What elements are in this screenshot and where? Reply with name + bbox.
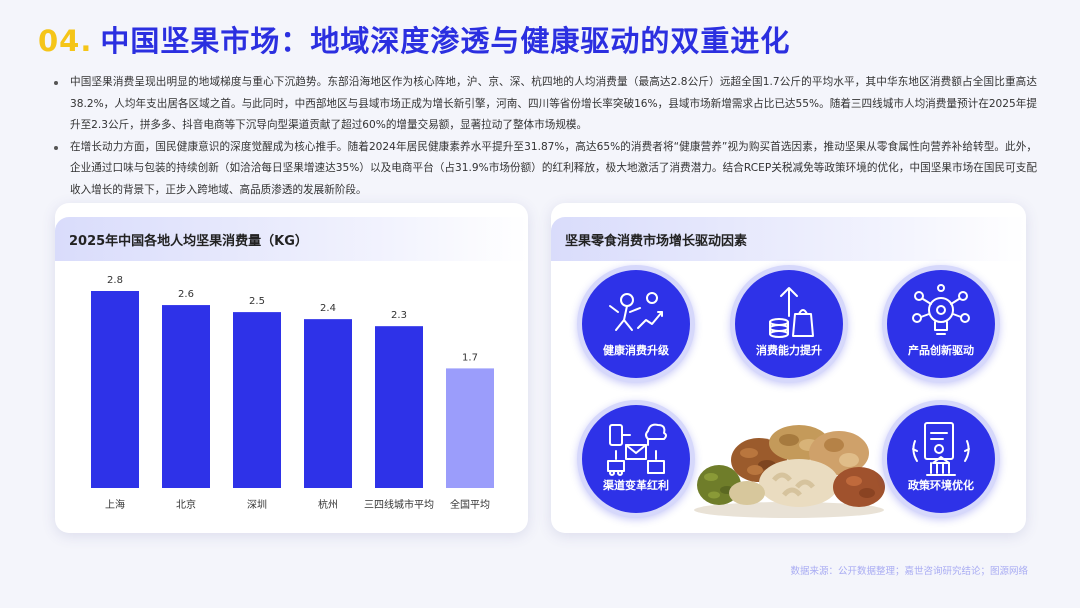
x-tick-label-3: 深圳	[247, 499, 267, 511]
bullet-paragraph-1: 中国坚果消费呈现出明显的地域梯度与重心下沉趋势。东部沿海地区作为核心阵地，沪、京…	[52, 72, 1037, 137]
bar-value-label-4: 2.4	[320, 303, 336, 314]
driver-channel-dividend: 渠道变革红利	[577, 400, 695, 518]
data-source-note: 数据来源：公开数据整理；嘉世咨询研究结论；图源网络	[790, 566, 1028, 577]
driver-label-2: 消费能力提升	[756, 344, 822, 357]
consumption-chart-card: 2025年中国各地人均坚果消费量（KG） 2.8 上海 2.6 北京 2.5 深圳 2.4 杭…	[55, 203, 528, 533]
coins-rising-icon	[769, 287, 814, 338]
policy-document-icon	[912, 422, 970, 476]
x-tick-label-4: 杭州	[318, 498, 338, 511]
section-number: 04.	[38, 24, 93, 58]
bar-value-label-3: 2.5	[249, 296, 265, 307]
bar-2	[162, 305, 210, 488]
bar-3	[233, 312, 281, 488]
driver-label-5: 政策环境优化	[908, 479, 974, 492]
bullet-paragraph-2: 在增长动力方面，国民健康意识的深度觉醒成为核心推手。随着2024年居民健康素养水…	[52, 137, 1037, 202]
drivers-title: 坚果零食消费市场增长驱动因素	[565, 234, 748, 249]
driver-spending-power: 消费能力提升	[730, 265, 848, 383]
drivers-card-header: 坚果零食消费市场增长驱动因素	[551, 217, 1026, 261]
bar-value-label-6: 1.7	[462, 352, 478, 363]
channel-network-icon	[607, 423, 667, 476]
driver-label-1: 健康消费升级	[603, 344, 669, 357]
chart-title: 2025年中国各地人均坚果消费量（KG）	[69, 234, 308, 249]
x-tick-label-2: 北京	[176, 498, 196, 511]
bar-value-label-1: 2.8	[107, 275, 123, 286]
x-tick-label-1: 上海	[105, 498, 125, 511]
chart-card-header: 2025年中国各地人均坚果消费量（KG）	[55, 217, 528, 261]
bar-5	[375, 326, 423, 488]
driver-health-upgrade: 健康消费升级	[577, 265, 695, 383]
lightbulb-icon	[912, 284, 970, 335]
drivers-card: 坚果零食消费市场增长驱动因素	[551, 203, 1026, 533]
x-tick-label-5: 三四线城市平均	[364, 498, 434, 511]
bar-6	[446, 368, 494, 488]
driver-label-4: 渠道变革红利	[603, 479, 669, 492]
health-growth-icon	[609, 292, 663, 331]
bullet-list: 中国坚果消费呈现出明显的地域梯度与重心下沉趋势。东部沿海地区作为核心阵地，沪、京…	[52, 72, 1037, 201]
bar-value-label-2: 2.6	[178, 289, 194, 300]
x-tick-label-6: 全国平均	[450, 498, 490, 511]
driver-label-3: 产品创新驱动	[908, 344, 974, 357]
bar-value-label-5: 2.3	[391, 310, 407, 321]
page-title: 04. 中国坚果市场：地域深度渗透与健康驱动的双重进化	[38, 18, 790, 60]
driver-policy-optimization: 政策环境优化	[882, 400, 1000, 518]
nuts-pile-image	[694, 425, 885, 518]
bar-4	[304, 319, 352, 488]
bar-1	[91, 291, 139, 488]
driver-product-innovation: 产品创新驱动	[882, 265, 1000, 383]
bar-chart: 2.8 上海 2.6 北京 2.5 深圳 2.4 杭州 2.3 三四线城市平均 1.7 全国平均	[91, 275, 494, 511]
title-text: 中国坚果市场：地域深度渗透与健康驱动的双重进化	[100, 24, 791, 58]
